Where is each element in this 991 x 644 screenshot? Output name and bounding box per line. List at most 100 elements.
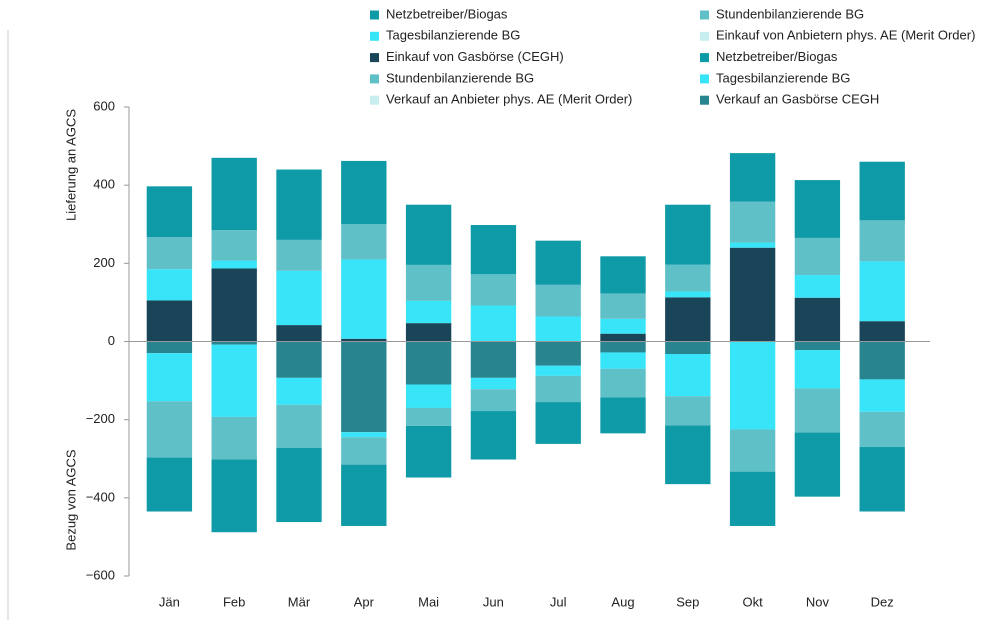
bar-segment — [341, 224, 387, 260]
bar-segment — [470, 389, 517, 412]
x-tick-label: Apr — [354, 594, 375, 609]
legend-swatch — [370, 74, 379, 84]
bar-segment — [665, 341, 711, 355]
legend-label: Stundenbilanzierende BG — [386, 70, 534, 85]
bar-segment — [146, 401, 193, 458]
legend-swatch — [700, 31, 709, 41]
bar-segment — [341, 437, 387, 465]
bar-segment — [146, 186, 193, 238]
bar-segment — [729, 242, 776, 248]
x-tick-label: Dez — [871, 594, 894, 609]
y-axis-label: Lieferung an AGCS — [63, 109, 78, 221]
legend-label: Netzbetreiber/Biogas — [386, 6, 508, 21]
x-tick-label: Sep — [676, 594, 699, 609]
legend-label: Tagesbilanzierende BG — [716, 70, 850, 85]
bar-segment — [535, 365, 581, 376]
bar-segment — [794, 237, 841, 276]
bar-segment — [146, 269, 193, 301]
bar-segment — [665, 396, 711, 426]
bar-segment — [859, 447, 905, 512]
y-tick-label: 200 — [93, 255, 115, 270]
legend-label: Einkauf von Anbietern phys. AE (Merit Or… — [716, 28, 975, 43]
bar-segment — [211, 260, 257, 269]
bar-segment — [600, 341, 646, 353]
bar-segment — [276, 169, 322, 240]
bar-segment — [146, 300, 193, 342]
bar-segment — [470, 411, 517, 460]
bar-segment — [794, 432, 841, 497]
legend-swatch — [700, 74, 709, 84]
bar-segment — [535, 316, 581, 342]
x-tick-label: Mär — [288, 594, 311, 609]
legend-swatch — [370, 53, 379, 63]
bar-segment — [794, 388, 841, 433]
legend-swatch — [700, 95, 709, 105]
y-tick-label: −400 — [86, 489, 115, 504]
bar-segment — [211, 157, 257, 231]
bar-segment — [535, 284, 581, 317]
bar-segment — [146, 341, 193, 354]
bar-segment — [211, 268, 257, 342]
bar-segment — [405, 425, 452, 478]
bar-segment — [535, 341, 581, 366]
bar-segment — [470, 305, 517, 342]
bar-segment — [276, 404, 322, 448]
x-tick-label: Okt — [742, 594, 763, 609]
bar-segment — [665, 264, 711, 292]
x-tick-label: Mai — [418, 594, 439, 609]
bar-segment — [859, 261, 905, 322]
bar-segment — [470, 225, 517, 275]
bar-segment — [146, 353, 193, 402]
y-tick-label: 400 — [93, 177, 115, 192]
x-tick-label: Jun — [483, 594, 504, 609]
bar-segment — [211, 459, 257, 533]
bar-segment — [859, 341, 905, 380]
bar-segment — [341, 464, 387, 526]
bar-segment — [276, 341, 322, 378]
bar-segment — [794, 275, 841, 298]
bar-segment — [276, 325, 322, 342]
bar-segment — [341, 160, 387, 225]
bar-segment — [859, 321, 905, 342]
bar-segment — [535, 402, 581, 444]
legend-label: Verkauf an Anbieter phys. AE (Merit Orde… — [386, 92, 632, 107]
bar-segment — [665, 354, 711, 397]
bar-segment — [600, 256, 646, 294]
bar-segment — [341, 341, 387, 433]
bar-segment — [600, 318, 646, 334]
bar-segment — [276, 377, 322, 405]
bar-segment — [405, 323, 452, 342]
bar-segment — [276, 270, 322, 326]
bar-segment — [729, 471, 776, 526]
bar-segment — [859, 220, 905, 262]
legend-swatch — [370, 95, 379, 105]
legend-swatch — [700, 53, 709, 63]
bar-segment — [341, 259, 387, 339]
bar-segment — [729, 153, 776, 202]
bar-segment — [665, 297, 711, 342]
bar-segment — [859, 379, 905, 412]
bar-segment — [211, 341, 257, 345]
bar-segment — [729, 429, 776, 472]
legend-swatch — [370, 10, 379, 20]
bar-segment — [470, 377, 517, 390]
bar-segment — [600, 368, 646, 398]
bar-segment — [211, 230, 257, 261]
legend-label: Verkauf an Gasbörse CEGH — [716, 92, 879, 107]
legend-label: Netzbetreiber/Biogas — [716, 49, 838, 64]
y-tick-label: −600 — [86, 567, 115, 582]
bar-segment — [665, 425, 711, 485]
bar-segment — [600, 397, 646, 434]
bar-segment — [405, 341, 452, 385]
bar-segment — [405, 264, 452, 301]
bar-segment — [600, 293, 646, 319]
bar-segment — [729, 341, 776, 430]
bar-segment — [535, 375, 581, 403]
bar-segment — [794, 297, 841, 342]
bar-segment — [794, 341, 841, 351]
bar-segment — [859, 411, 905, 448]
bar-segment — [146, 237, 193, 270]
x-tick-label: Feb — [223, 594, 245, 609]
